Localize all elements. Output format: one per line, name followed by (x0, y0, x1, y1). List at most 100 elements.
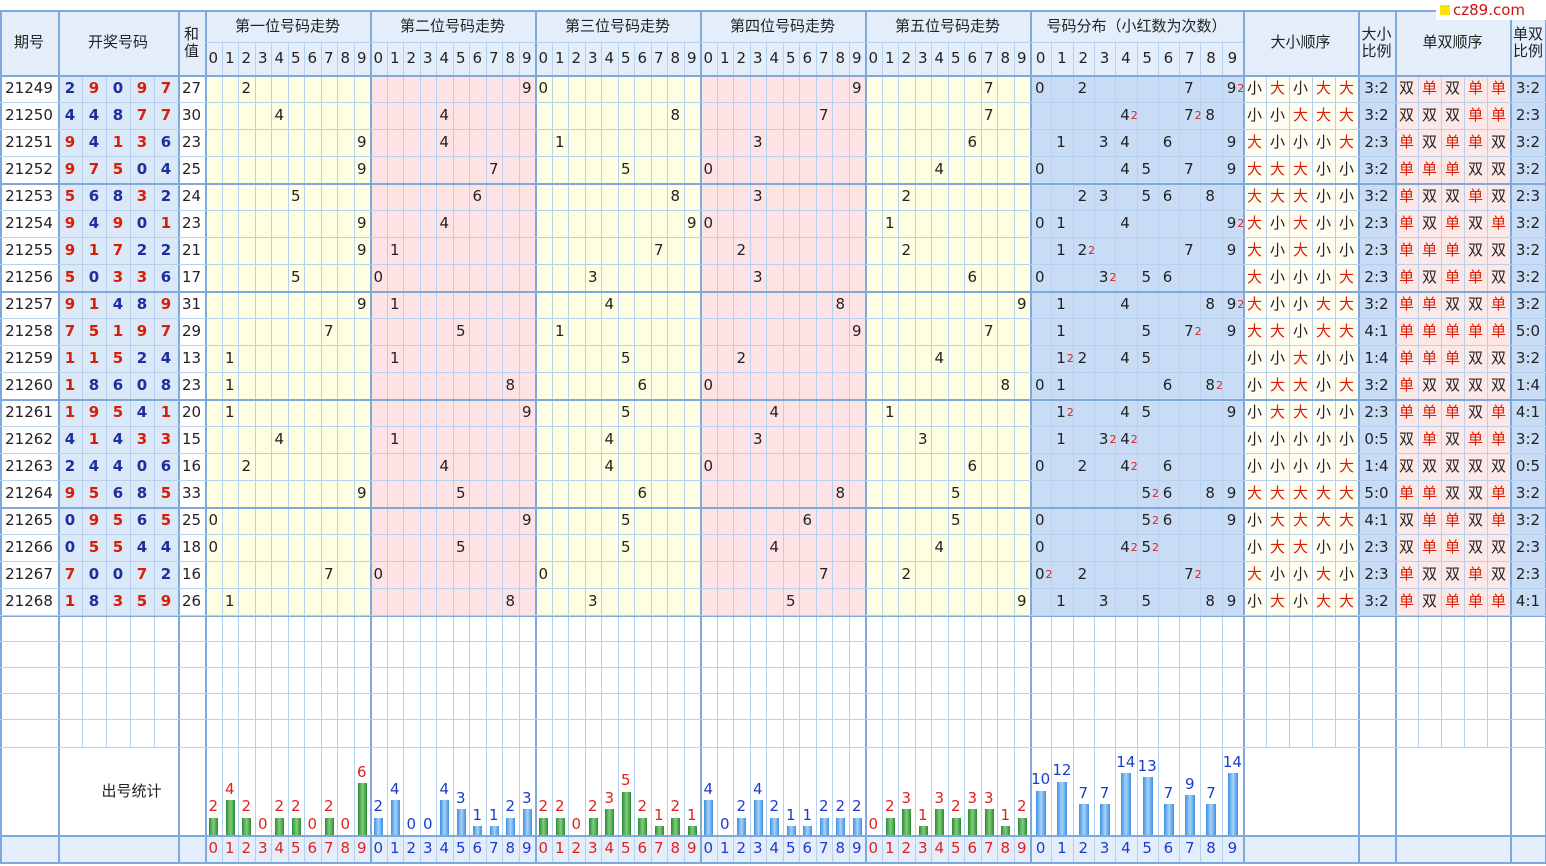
column-label: 6 (637, 49, 648, 67)
column-label: 2 (736, 839, 747, 857)
trend-digit: 4 (274, 106, 285, 124)
column-label: 3 (587, 49, 598, 67)
parity-ratio: 3:2 (1515, 214, 1541, 232)
trend-digit: 7 (818, 106, 829, 124)
column-label: 1 (719, 839, 730, 857)
size-mark: 小 (1338, 538, 1354, 556)
grid-line (568, 42, 569, 862)
parity-mark: 双 (1490, 565, 1506, 583)
size-ratio: 2:3 (1364, 214, 1389, 232)
column-label: 6 (472, 839, 483, 857)
dist-cell: 6 (1158, 183, 1185, 210)
dist-digit: 8 (1205, 187, 1215, 205)
size-ratio: 3:2 (1364, 295, 1389, 313)
column-label: 3 (917, 49, 928, 67)
stat-bar (522, 809, 532, 835)
size-mark: 大 (1315, 295, 1331, 313)
size-mark: 小 (1269, 133, 1285, 151)
header-cell: 号码分布（小红数为次数） (1046, 16, 1227, 35)
draw-digit: 5 (112, 349, 124, 367)
dist-digit: 4 (1120, 403, 1130, 421)
stat-bar (737, 817, 746, 835)
stat-bar (1057, 781, 1068, 835)
size-mark: 小 (1269, 430, 1285, 448)
draw-digit: 7 (88, 160, 100, 178)
grid-line (634, 42, 635, 862)
draw-digit: 3 (160, 430, 172, 448)
stat-bar (209, 817, 218, 835)
issue: 21261 (5, 403, 53, 421)
column-label: 9 (356, 839, 367, 857)
grid-line (766, 42, 767, 862)
trend-digit: 6 (967, 268, 978, 286)
dist-cell: 6 (1158, 372, 1185, 399)
dist-digit: 0 (1035, 268, 1045, 286)
stat-bar (1017, 817, 1027, 835)
size-ratio: 3:2 (1364, 106, 1389, 124)
size-mark: 大 (1315, 511, 1331, 529)
draw-digit: 4 (112, 430, 124, 448)
dist-digit: 4 (1120, 295, 1130, 313)
trend-digit: 8 (670, 106, 681, 124)
stat-value: 10 (1031, 770, 1051, 789)
parity-mark: 双 (1467, 403, 1483, 421)
stat-value: 1 (917, 805, 928, 824)
trend-digit: 0 (373, 268, 384, 286)
parity-mark: 双 (1444, 376, 1460, 394)
dist-digit: 3 (1098, 133, 1109, 151)
draw-digit: 9 (64, 484, 76, 502)
parity-mark: 双 (1421, 268, 1437, 286)
size-ratio: 3:2 (1364, 376, 1389, 394)
draw-digit: 7 (64, 565, 76, 583)
draw-digit: 5 (88, 484, 100, 502)
stat-value: 5 (620, 771, 631, 790)
size-mark: 大 (1315, 106, 1331, 124)
dist-cell: 1 (1051, 426, 1078, 453)
sum: 23 (181, 214, 202, 232)
size-mark: 小 (1315, 376, 1331, 394)
logo: cz89.com (1436, 0, 1546, 20)
trend-digit: 0 (208, 511, 219, 529)
dist-cell: 6 (1158, 480, 1185, 507)
draw-digit: 0 (136, 376, 148, 394)
grid-line (700, 10, 702, 862)
stat-bar (803, 826, 812, 835)
column-label: 9 (521, 49, 532, 67)
header-cell: 第一位号码走势 (234, 16, 340, 35)
stat-bar (374, 817, 383, 835)
stat-bar (473, 826, 482, 835)
grid-line (82, 75, 83, 747)
size-mark: 大 (1292, 187, 1308, 205)
dist-cell: 8 (1200, 291, 1227, 318)
dist-cell: 4 (1115, 156, 1142, 183)
grid-line (832, 42, 833, 862)
column-label: 4 (439, 49, 450, 67)
parity-mark: 单 (1444, 268, 1460, 286)
header-cell: 第四位号码走势 (729, 16, 835, 35)
size-mark: 小 (1292, 322, 1308, 340)
dist-cell: 9 (1222, 399, 1249, 426)
size-mark: 大 (1292, 376, 1308, 394)
trend-digit: 5 (785, 592, 796, 610)
parity-ratio: 3:2 (1515, 79, 1541, 97)
draw-digit: 8 (112, 187, 124, 205)
size-mark: 小 (1246, 376, 1262, 394)
sum: 24 (181, 187, 202, 205)
dist-digit: 0 (1035, 376, 1045, 394)
trend-digit: 9 (1016, 295, 1027, 313)
dist-cell: 8 (1200, 183, 1227, 210)
size-mark: 小 (1315, 214, 1331, 232)
size-mark: 大 (1292, 106, 1308, 124)
column-label: 0 (703, 49, 714, 67)
parity-ratio: 4:1 (1515, 592, 1541, 610)
parity-ratio: 3:2 (1515, 160, 1541, 178)
grid-line (452, 42, 454, 862)
parity-mark: 单 (1444, 592, 1460, 610)
stat-value: 0 (340, 814, 351, 833)
column-label: 3 (1099, 49, 1110, 67)
column-label: 9 (1016, 839, 1027, 857)
dist-count: 2 (1152, 541, 1160, 554)
